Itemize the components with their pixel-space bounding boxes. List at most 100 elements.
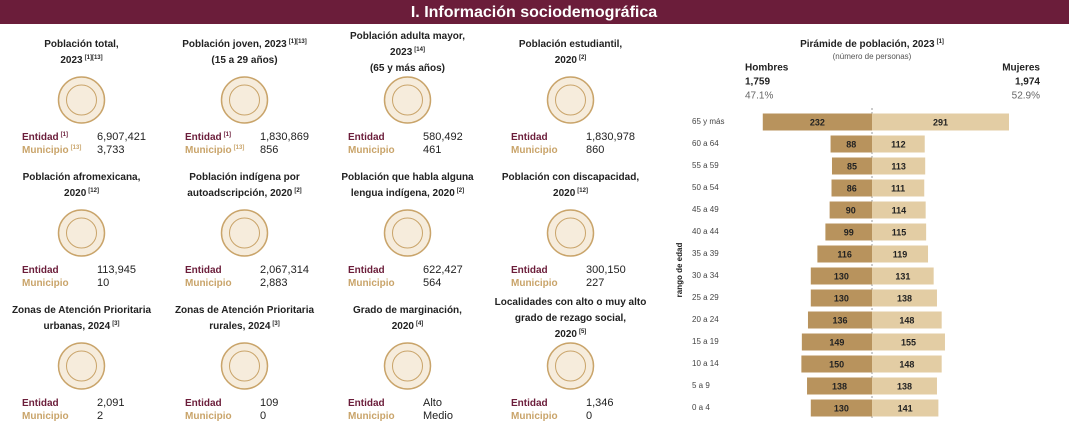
row-label: Municipio [511,411,558,422]
category-label: 45 a 49 [692,205,719,214]
row-label: Municipio [185,278,232,289]
card-title: Población total, [44,39,119,50]
card-title: 2020 [12] [553,188,588,199]
card-title: rurales, 2024 [3] [209,321,280,332]
row-label: Municipio [348,145,395,156]
card-icon [383,209,432,257]
row-value: 2,091 [97,397,125,409]
bar [801,355,872,373]
card-title-text: 2020 [553,188,576,199]
total-name: Hombres [745,63,789,74]
bar-label: 85 [847,161,857,171]
bar [872,355,942,373]
row-value: 2 [97,410,103,422]
bar [807,377,872,395]
row-value: 6,907,421 [97,131,146,143]
card-icon [546,342,595,390]
row-label: Municipio [22,278,69,289]
row-label-text: Municipio [185,278,232,289]
bar [810,289,872,307]
row-label-text: Municipio [511,411,558,422]
bar [872,333,945,351]
card-title-text: urbanas, 2024 [43,321,110,332]
bar-label: 115 [892,227,907,237]
card-title: Población indígena por [189,172,300,183]
row-value: 622,427 [423,264,463,276]
total-name: Mujeres [1002,63,1040,74]
card-icon-inner [555,84,586,116]
category-label: 15 a 19 [692,337,719,346]
row-value: 1,830,869 [260,131,309,143]
bar [810,399,872,417]
reference: [12] [88,188,99,194]
bar-label: 232 [810,117,825,127]
card-title: autoadscripción, 2020 [2] [187,188,301,199]
total-value: 1,759 [745,77,770,88]
reference: [1] [937,39,944,45]
row-label: Municipio [511,145,558,156]
bar [762,113,872,131]
row-label-text: Municipio [348,411,395,422]
card-icon [57,209,106,257]
row-label: Entidad [348,398,385,409]
row-label: Entidad [185,265,222,276]
card-title-text: Población total, [44,39,119,50]
category-label: 25 a 29 [692,293,719,302]
row-label-text: Entidad [511,265,548,276]
card-title: grado de rezago social, [515,313,626,324]
card-title: urbanas, 2024 [3] [43,321,119,332]
category-label: 20 a 24 [692,315,719,324]
category-label: 10 a 14 [692,359,719,368]
card-icon [220,76,269,124]
row-value: Alto [423,397,442,409]
card-title: Zonas de Atención Prioritaria [175,305,315,316]
bar [872,113,1009,131]
card-title-text: Población indígena por [189,172,300,183]
card-title: Grado de marginación, [353,305,462,316]
bar [872,311,942,329]
card-title-text: grado de rezago social, [515,313,626,324]
header-title: I. Información sociodemográfica [411,4,657,21]
bar-label: 130 [834,403,849,413]
card-title: Localidades con alto o muy alto [495,297,647,308]
chart-title: Pirámide de población, 2023 [1] [800,39,944,50]
bar-label: 88 [846,139,856,149]
card-icon [546,76,595,124]
row-label-text: Entidad [22,265,59,276]
row-label: Entidad [348,132,385,143]
total-share: 52.9% [1012,91,1040,102]
bar [825,223,872,241]
category-label: 0 a 4 [692,403,710,412]
bar-label: 148 [899,315,914,325]
card-icon [383,76,432,124]
card-title-text: (15 a 29 años) [211,55,277,66]
bar-label: 90 [846,205,856,215]
bar [872,135,925,153]
row-value: 109 [260,397,278,409]
reference: [2] [294,188,301,194]
bar [872,245,929,263]
row-label-text: Municipio [22,145,69,156]
card-title: Población adulta mayor, [350,31,465,42]
row-value: 1,830,978 [586,131,635,143]
card-title-text: Población con discapacidad, [502,172,639,183]
row-label: Municipio [13] [185,145,244,156]
card-title: Población joven, 2023 [1][13] [182,39,307,50]
card-title-text: 2023 [390,47,413,58]
card-title: 2020 [2] [555,55,587,66]
row-value: 860 [586,144,604,156]
row-label-text: Entidad [511,398,548,409]
card-icon-inner [392,84,423,116]
reference: [3] [272,321,279,327]
bar [830,135,872,153]
reference: [13] [71,145,82,151]
bar [872,289,937,307]
category-label: 30 a 34 [692,271,719,280]
reference: [1] [224,132,231,138]
card-icon-inner [66,350,97,382]
category-label: 65 y más [692,117,724,126]
bar [872,267,934,285]
row-label-text: Municipio [348,278,395,289]
row-label-text: Entidad [22,132,59,143]
card-title: Zonas de Atención Prioritaria [12,305,152,316]
